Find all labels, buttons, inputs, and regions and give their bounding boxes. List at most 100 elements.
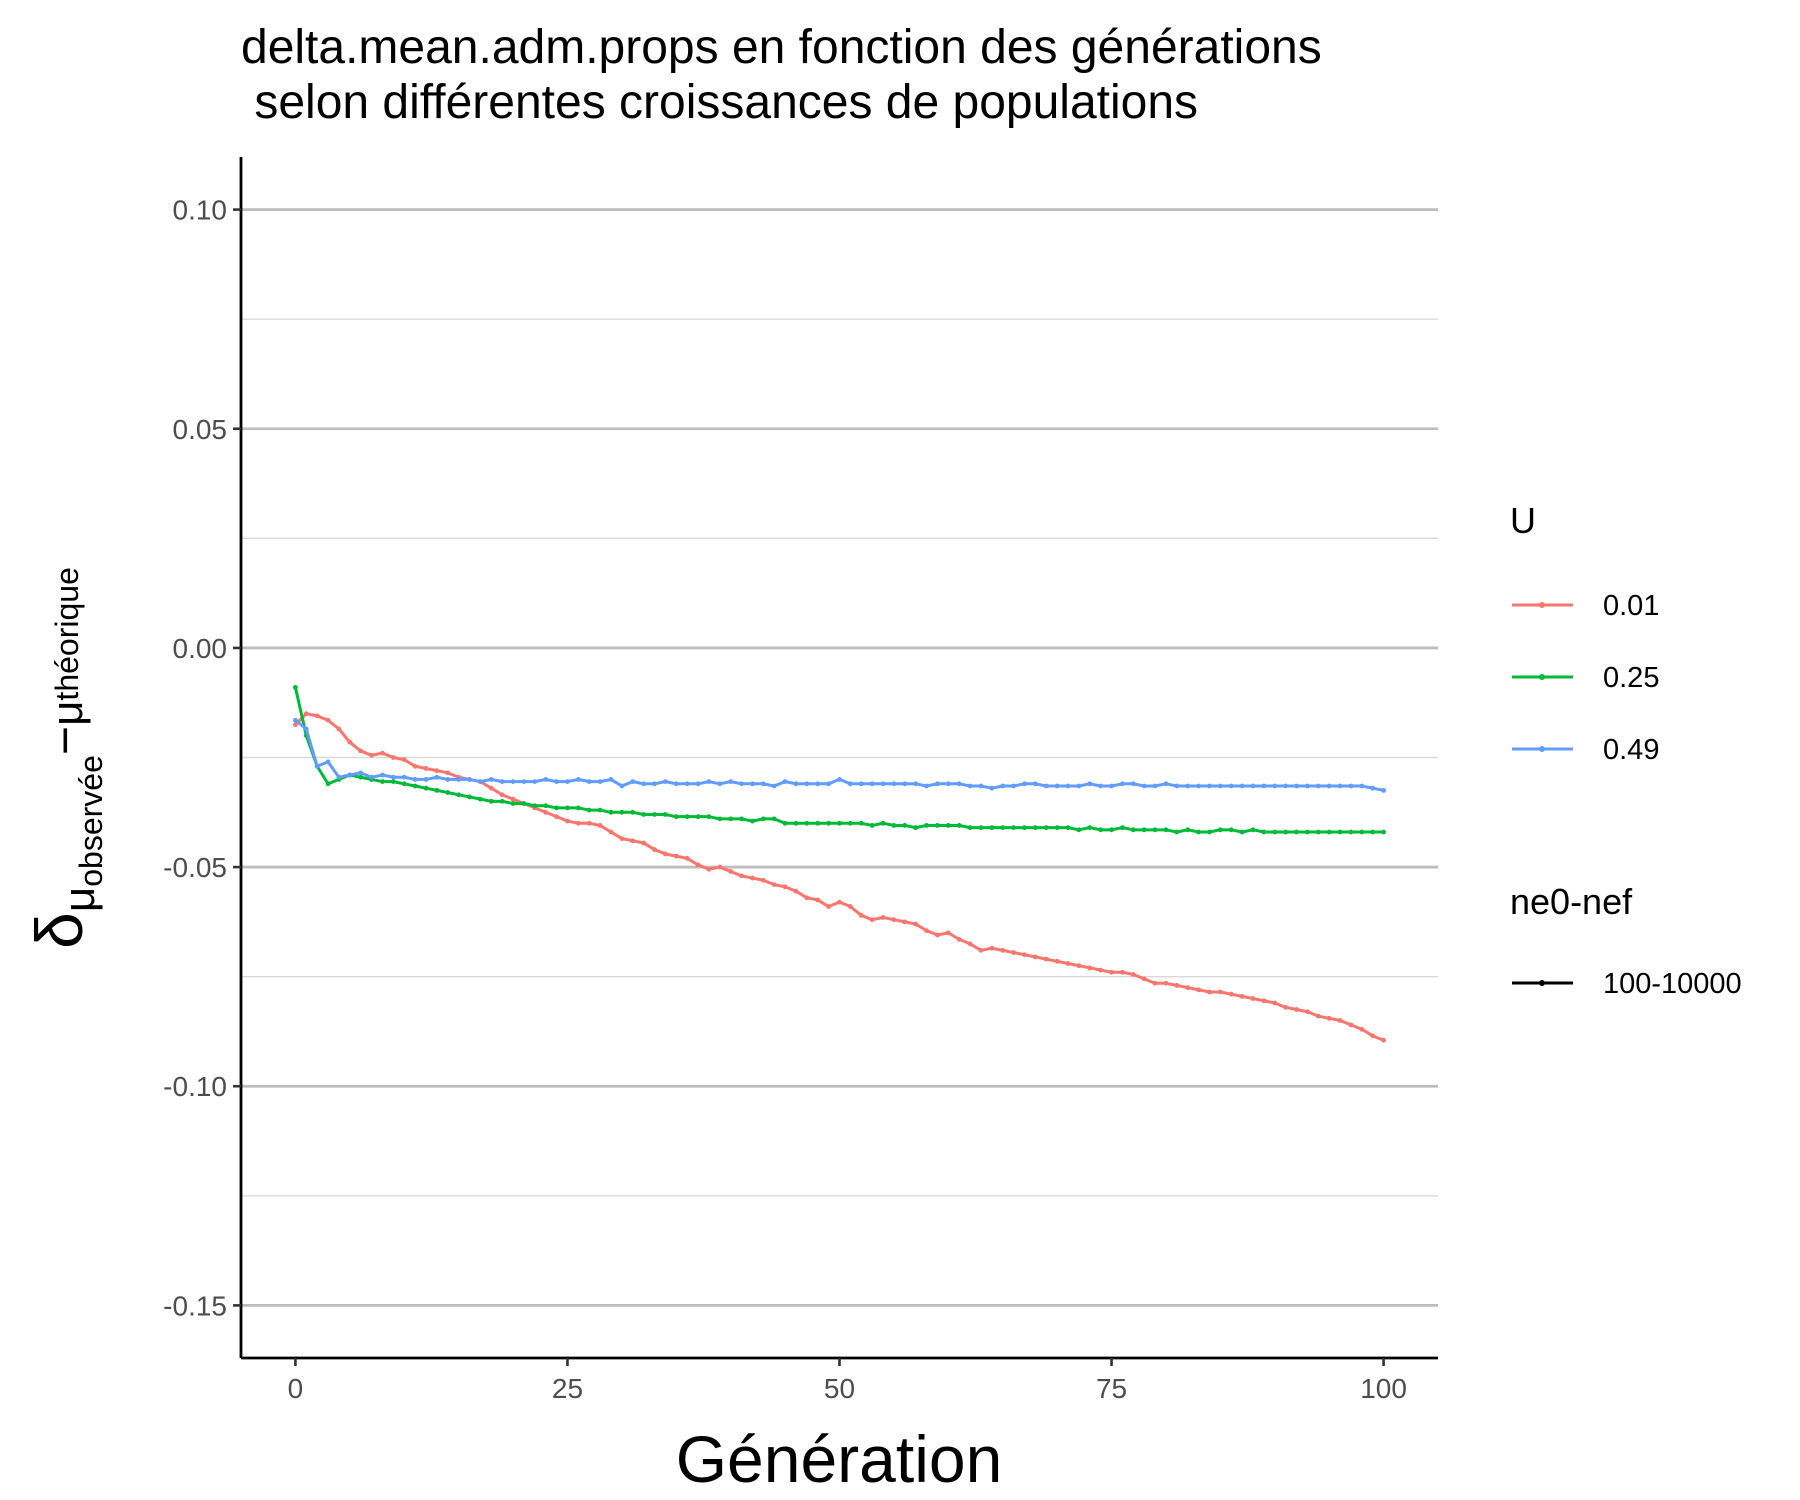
data-point [380, 750, 385, 756]
data-point [293, 722, 298, 728]
data-point [1359, 829, 1365, 835]
data-point [1207, 829, 1212, 835]
data-point [1381, 787, 1386, 793]
data-point [488, 798, 494, 804]
data-point [369, 752, 374, 758]
data-point [1185, 827, 1191, 833]
data-point [662, 851, 668, 857]
legend-entry-0.01: 0.01 [1512, 590, 1659, 622]
data-point [945, 823, 951, 828]
data-point [1228, 991, 1234, 997]
data-point [293, 717, 298, 723]
data-point [1239, 783, 1245, 789]
data-point [652, 847, 657, 852]
data-point [695, 814, 701, 820]
data-point [858, 912, 864, 918]
data-point [586, 820, 592, 826]
data-point [1141, 976, 1147, 982]
data-point [1294, 829, 1299, 835]
data-point [935, 823, 940, 828]
data-point [717, 816, 723, 822]
data-point [630, 838, 636, 844]
data-point [608, 809, 614, 815]
data-point [641, 812, 647, 817]
data-point [1326, 783, 1332, 789]
data-point [1152, 783, 1158, 789]
data-point [1054, 783, 1060, 789]
data-point [1087, 965, 1093, 971]
data-point [760, 781, 766, 787]
data-point [1109, 827, 1114, 833]
legend-entry-0.25: 0.25 [1512, 662, 1659, 694]
data-point [684, 814, 690, 820]
data-point [619, 836, 625, 841]
data-point [1261, 829, 1267, 835]
data-point [1207, 783, 1212, 789]
data-point [1000, 947, 1006, 953]
series-0.25 [293, 684, 1386, 835]
data-point [1326, 1015, 1332, 1021]
data-point [1315, 829, 1321, 835]
data-point [401, 774, 407, 780]
y-tick-label: -0.10 [163, 1071, 227, 1102]
y-tick-label: 0.10 [173, 195, 228, 226]
data-point [717, 781, 723, 787]
data-point [1337, 829, 1343, 835]
data-point [608, 829, 614, 835]
data-point [1348, 1022, 1354, 1028]
data-point [575, 805, 581, 811]
data-point [695, 862, 701, 868]
data-point [652, 812, 657, 817]
data-point [826, 781, 832, 787]
data-point [891, 917, 897, 923]
data-point [510, 801, 516, 806]
data-point [1250, 827, 1256, 833]
legend-label: 0.01 [1603, 590, 1659, 622]
data-point [935, 781, 940, 787]
data-point [739, 873, 744, 879]
data-point [782, 820, 788, 826]
data-point [706, 866, 712, 872]
data-point [423, 766, 429, 771]
data-point [1087, 825, 1093, 831]
data-point [706, 779, 712, 785]
data-point [543, 803, 549, 809]
data-point [1370, 829, 1376, 835]
data-point [565, 818, 570, 824]
data-point [728, 816, 734, 822]
data-point [826, 904, 832, 909]
data-point [989, 785, 995, 791]
data-point [532, 803, 538, 809]
data-point [488, 785, 494, 791]
data-point [956, 823, 962, 828]
data-point [1381, 829, 1386, 835]
data-point [1141, 827, 1147, 833]
data-point [575, 820, 581, 826]
data-point [445, 790, 451, 795]
y-axis-title-delta: δ [22, 912, 96, 949]
data-point [586, 779, 592, 785]
data-point [869, 823, 875, 828]
data-point [1196, 783, 1201, 789]
y-axis-title-minus: − [37, 726, 93, 755]
data-point [771, 882, 777, 888]
data-point [837, 777, 842, 782]
x-tick-label: 100 [1360, 1373, 1407, 1404]
data-point [1196, 987, 1201, 993]
data-point [434, 768, 440, 774]
data-point [565, 805, 570, 811]
data-point [935, 932, 940, 938]
data-point [412, 783, 418, 789]
data-point [423, 785, 429, 791]
data-point [1022, 825, 1027, 831]
data-point [380, 772, 385, 778]
data-point [1272, 829, 1278, 835]
y-tick-label: -0.05 [163, 852, 227, 883]
data-point [695, 781, 701, 787]
data-point [880, 915, 886, 920]
data-point [717, 864, 723, 870]
data-point [543, 809, 549, 815]
data-point [739, 816, 744, 822]
data-point [847, 820, 853, 826]
